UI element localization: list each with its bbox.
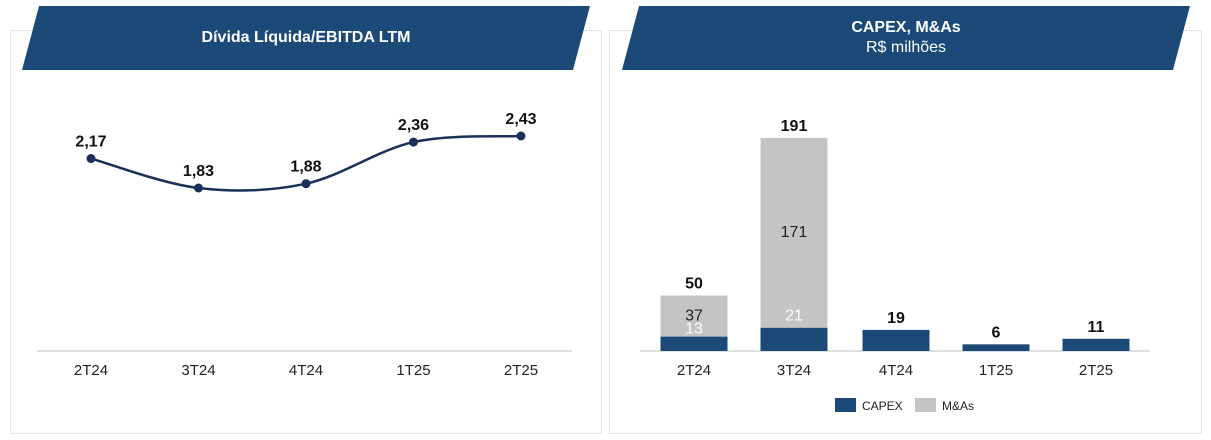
data-point [516,131,526,141]
legend-swatch-capex [835,398,856,412]
right-chart-subtitle: R$ milhões [865,39,947,56]
legend-label-mas: M&As [942,399,974,413]
x-tick-label: 1T25 [396,362,430,379]
x-tick-label: 1T25 [979,362,1013,379]
data-point [301,179,311,189]
capex-bar [660,336,728,351]
total-value-label: 11 [1088,319,1105,336]
x-tick-label: 4T24 [879,362,913,379]
x-tick-label: 3T24 [181,362,215,379]
total-value-label: 191 [781,118,808,135]
data-point [86,154,96,164]
data-point [194,183,203,193]
x-tick-label: 4T24 [289,362,323,379]
legend-label-capex: CAPEX [862,399,903,413]
total-value-label: 19 [887,310,905,327]
total-value-label: 50 [685,276,703,293]
x-tick-label: 3T24 [777,362,811,379]
right-chart-title: CAPEX, M&As [851,19,961,36]
capex-bar [962,344,1030,351]
total-value-label: 6 [992,324,1001,341]
right-panel-banner: CAPEX, M&As R$ milhões [622,6,1190,70]
legend-swatch-mas [915,398,936,412]
x-tick-label: 2T25 [504,362,538,379]
data-label: 2,36 [398,117,429,134]
x-tick-label: 2T24 [74,362,108,379]
leverage-line-chart: 2,17 2T24 1,83 3T24 1,88 4T24 2,36 1T25 2,43 2T25 [37,111,572,379]
capex-bar [1062,338,1130,351]
data-point [409,137,418,147]
capex-value-label: 13 [685,321,703,338]
left-panel-banner: Dívida Líquida/EBITDA LTM [22,6,590,70]
right-panel [609,30,1202,434]
capex-bar [862,329,930,351]
capex-value-label: 21 [785,307,803,324]
data-label: 2,43 [505,111,536,128]
data-label: 1,88 [290,159,321,176]
mas-value-label: 37 [685,307,703,324]
mas-bar [760,137,828,328]
data-label: 1,83 [183,163,214,180]
mas-bar [660,295,728,337]
data-label: 2,17 [75,134,106,151]
x-tick-label: 2T25 [1079,362,1113,379]
capex-bar [760,327,828,351]
left-chart-title: Dívida Líquida/EBITDA LTM [201,29,411,46]
x-tick-label: 2T24 [677,362,711,379]
mas-value-label: 171 [781,224,808,241]
left-panel [10,30,602,434]
